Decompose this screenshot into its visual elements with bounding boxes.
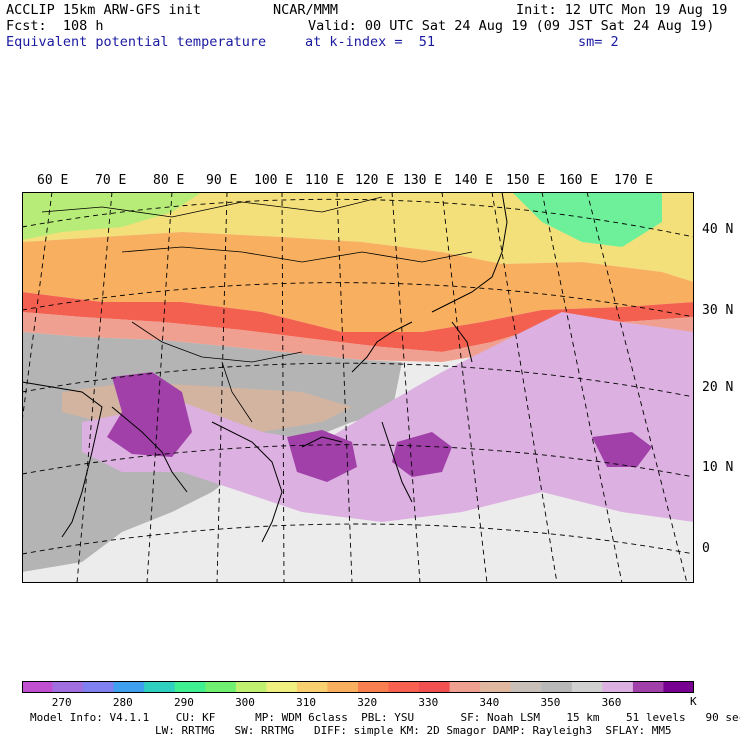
- lon-label: 70 E: [95, 173, 127, 188]
- theta-band-purple-scs: [287, 430, 357, 482]
- colorbar-tick-label: 360: [601, 696, 622, 709]
- colorbar-cell: [663, 681, 694, 693]
- lon-label: 170 E: [614, 173, 654, 188]
- colorbar-cell: [83, 681, 115, 693]
- field-name: Equivalent potential temperature: [6, 34, 267, 50]
- lat-label: 40 N: [702, 222, 734, 237]
- lon-label: 80 E: [153, 173, 185, 188]
- colorbar-tick-label: 320: [357, 696, 378, 709]
- colorbar-cell: [358, 681, 390, 693]
- lat-lon-grid: [22, 192, 694, 583]
- init-time: Init: 12 UTC Mon 19 Aug 19: [516, 2, 728, 18]
- theta-e-map: [22, 192, 694, 583]
- theta-band-red: [22, 292, 694, 352]
- lat-label: 30 N: [702, 303, 734, 318]
- theta-band-yellow: [22, 192, 694, 282]
- colorbar-cell: [571, 681, 603, 693]
- lat-label: 20 N: [702, 380, 734, 395]
- colorbar-cell: [144, 681, 176, 693]
- theta-band-purple-bay: [107, 372, 192, 457]
- colorbar-tick-label: 340: [479, 696, 500, 709]
- level-index: at k-index = 51: [305, 34, 436, 50]
- colorbar-cell: [602, 681, 634, 693]
- model-info-line2: LW: RRTMG SW: RRTMG DIFF: simple KM: 2D …: [155, 724, 672, 737]
- colorbar-tick-label: 270: [51, 696, 72, 709]
- lat-label: 0: [702, 541, 710, 556]
- colorbar-cell: [266, 681, 298, 693]
- colorbar-cell: [22, 681, 54, 693]
- colorbar-cell: [52, 681, 84, 693]
- lon-label: 150 E: [506, 173, 546, 188]
- valid-time: Valid: 00 UTC Sat 24 Aug 19 (09 JST Sat …: [308, 18, 715, 34]
- colorbar-cell: [388, 681, 420, 693]
- theta-band-green-northeast: [512, 192, 662, 247]
- theta-band-lavender: [82, 312, 694, 522]
- colorbar-cell: [235, 681, 267, 693]
- lon-label: 60 E: [37, 173, 69, 188]
- lon-label: 110 E: [305, 173, 345, 188]
- colorbar-tick-label: 310: [296, 696, 317, 709]
- colorbar-cell: [632, 681, 664, 693]
- forecast-hour: Fcst: 108 h: [6, 18, 104, 34]
- lon-label: 90 E: [206, 173, 238, 188]
- center-label: NCAR/MMM: [273, 2, 339, 18]
- colorbar-cell: [510, 681, 542, 693]
- colorbar-tick-label: 300: [235, 696, 255, 709]
- lon-label: 160 E: [559, 173, 599, 188]
- lon-label: 120 E: [355, 173, 395, 188]
- colorbar-tick-label: 350: [540, 696, 561, 709]
- smoothing-label: sm= 2: [578, 34, 619, 50]
- colorbar-cell: [113, 681, 145, 693]
- colorbar-tick-label: 330: [418, 696, 439, 709]
- colorbar-cell: [327, 681, 359, 693]
- colorbar-cell: [541, 681, 573, 693]
- colorbar-cell: [205, 681, 237, 693]
- colorbar-cell: [419, 681, 451, 693]
- colorbar-cell: [449, 681, 481, 693]
- theta-band-purple-philippine: [392, 432, 452, 477]
- colorbar: [22, 681, 694, 693]
- colorbar-unit: K: [690, 695, 697, 708]
- colorbar-tick-label: 280: [112, 696, 133, 709]
- map-frame: [22, 192, 694, 583]
- coastlines: [22, 192, 508, 543]
- theta-band-green-north: [22, 192, 202, 240]
- lat-label: 10 N: [702, 460, 734, 475]
- model-info-line1: Model Info: V4.1.1 CU: KF MP: WDM 6class…: [30, 711, 740, 724]
- colorbar-tick-label: 290: [173, 696, 194, 709]
- theta-band-purple-east: [592, 432, 652, 467]
- colorbar-cell: [480, 681, 512, 693]
- colorbar-cell: [296, 681, 328, 693]
- theta-band-orange: [22, 232, 694, 332]
- lon-label: 140 E: [454, 173, 494, 188]
- colorbar-cell: [174, 681, 206, 693]
- lon-label: 100 E: [254, 173, 294, 188]
- lon-label: 130 E: [403, 173, 443, 188]
- country-borders: [41, 196, 473, 423]
- model-title: ACCLIP 15km ARW-GFS init: [6, 2, 202, 18]
